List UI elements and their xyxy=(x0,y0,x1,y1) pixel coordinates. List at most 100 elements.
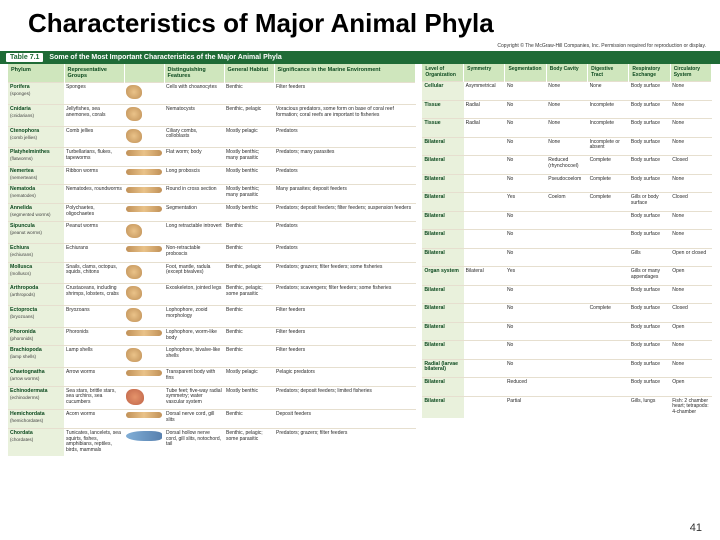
cell: Open xyxy=(670,267,711,286)
cell xyxy=(588,378,629,397)
cell xyxy=(546,248,587,267)
cell: Body surface xyxy=(629,285,670,304)
cell: Flat worm; body xyxy=(164,148,224,167)
cell: Predators; many parasites xyxy=(274,148,416,167)
cell xyxy=(124,166,164,185)
cell: No xyxy=(505,322,546,341)
cell: Radial xyxy=(464,119,505,138)
cell: Ribbon worms xyxy=(64,166,124,185)
cell: Echiura(echiurans) xyxy=(8,244,64,263)
cell xyxy=(124,386,164,410)
cell: Cellular xyxy=(422,82,463,101)
organism-icon xyxy=(126,370,162,376)
cell: Radial xyxy=(464,100,505,119)
cell: None xyxy=(670,341,711,360)
cell: Predators xyxy=(274,126,416,148)
cell: Tube feet; five-way radial symmetry; wat… xyxy=(164,386,224,410)
cell: Complete xyxy=(588,174,629,193)
cell: Cnidaria(cnidarians) xyxy=(8,104,64,126)
cell: Body surface xyxy=(629,230,670,249)
cell xyxy=(588,285,629,304)
cell: Non-retractable proboscis xyxy=(164,244,224,263)
table-row: BilateralNoPseudocoelomCompleteBody surf… xyxy=(422,174,711,193)
organism-icon xyxy=(126,286,142,300)
cell: Exoskeleton, jointed legs xyxy=(164,284,224,306)
organism-icon xyxy=(126,107,142,121)
cell: Transparent body with fins xyxy=(164,368,224,387)
cell: Predators xyxy=(274,244,416,263)
table-row: Annelida(segmented worms)Polychaetes, ol… xyxy=(8,203,416,222)
cell: No xyxy=(505,119,546,138)
cell xyxy=(464,396,505,418)
cell: Long retractable introvert xyxy=(164,222,224,244)
cell xyxy=(546,230,587,249)
cell: Body surface xyxy=(629,174,670,193)
cell: Ciliary combs, colloblasts xyxy=(164,126,224,148)
cell xyxy=(546,304,587,323)
table-row: Organ systemBilateralYesGills or many ap… xyxy=(422,267,711,286)
cell: Benthic xyxy=(224,346,274,368)
cell: Phoronids xyxy=(64,327,124,346)
cell: Bilateral xyxy=(422,230,463,249)
cell: Turbellarians, flukes, tapeworms xyxy=(64,148,124,167)
cell: Benthic xyxy=(224,222,274,244)
cell: Ectoprocta(bryozoans) xyxy=(8,306,64,328)
cell: Asymmetrical xyxy=(464,82,505,101)
cell: Benthic, pelagic xyxy=(224,104,274,126)
cell: Body surface xyxy=(629,341,670,360)
organism-icon xyxy=(126,129,142,143)
cell: No xyxy=(505,341,546,360)
cell: No xyxy=(505,248,546,267)
cell: Complete xyxy=(588,156,629,175)
cell: Reduced (rhynchocoel) xyxy=(546,156,587,175)
col-header: Symmetry xyxy=(464,64,505,82)
cell: Bilateral xyxy=(422,174,463,193)
table-row: BilateralNoBody surfaceOpen xyxy=(422,322,711,341)
cell: Annelida(segmented worms) xyxy=(8,203,64,222)
cell: Many parasites; deposit feeders xyxy=(274,185,416,204)
table-row: Cnidaria(cnidarians)Jellyfishes, sea ane… xyxy=(8,104,416,126)
cell: Benthic, pelagic xyxy=(224,262,274,284)
cell xyxy=(124,222,164,244)
cell: Predators xyxy=(274,222,416,244)
cell xyxy=(588,230,629,249)
table-number: Table 7.1 xyxy=(6,53,43,62)
cell: Foot, mantle, radula (except bivalves) xyxy=(164,262,224,284)
cell: Mostly benthic xyxy=(224,166,274,185)
table-row: BilateralNoCompleteBody surfaceClosed xyxy=(422,304,711,323)
table-row: Platyhelminthes(flatworms)Turbellarians,… xyxy=(8,148,416,167)
cell: Filter feeders xyxy=(274,327,416,346)
cell xyxy=(124,428,164,456)
cell: Ctenophora(comb jellies) xyxy=(8,126,64,148)
col-header: Significance in the Marine Environment xyxy=(274,64,416,83)
cell: Brachiopoda(lamp shells) xyxy=(8,346,64,368)
cell: Sea stars, brittle stars, sea urchins, s… xyxy=(64,386,124,410)
col-header: Circulatory System xyxy=(670,64,711,82)
cell xyxy=(124,262,164,284)
cell: Benthic, pelagic; some parasitic xyxy=(224,284,274,306)
page-number: 41 xyxy=(690,522,702,534)
cell: No xyxy=(505,304,546,323)
table-row: BilateralReducedBody surfaceOpen xyxy=(422,378,711,397)
col-header: Phylum xyxy=(8,64,64,83)
table-row: BilateralNoGillsOpen or closed xyxy=(422,248,711,267)
cell: Mostly benthic; many parasitic xyxy=(224,185,274,204)
cell: Bilateral xyxy=(422,322,463,341)
cell: Open xyxy=(670,378,711,397)
cell: Voracious predators, some form on base o… xyxy=(274,104,416,126)
cell: Nematodes, roundworms xyxy=(64,185,124,204)
cell: None xyxy=(670,285,711,304)
col-header: General Habitat xyxy=(224,64,274,83)
table-row: BilateralNoBody surfaceNone xyxy=(422,230,711,249)
cell: Long proboscis xyxy=(164,166,224,185)
cell xyxy=(124,306,164,328)
cell: Platyhelminthes(flatworms) xyxy=(8,148,64,167)
organism-icon xyxy=(126,187,162,193)
cell: Body surface xyxy=(629,156,670,175)
cell: Predators; grazers; filter feeders; some… xyxy=(274,262,416,284)
cell: Predators xyxy=(274,166,416,185)
cell: Body surface xyxy=(629,322,670,341)
cell: Bilateral xyxy=(422,156,463,175)
cell: Bilateral xyxy=(422,378,463,397)
cell: Peanut worms xyxy=(64,222,124,244)
